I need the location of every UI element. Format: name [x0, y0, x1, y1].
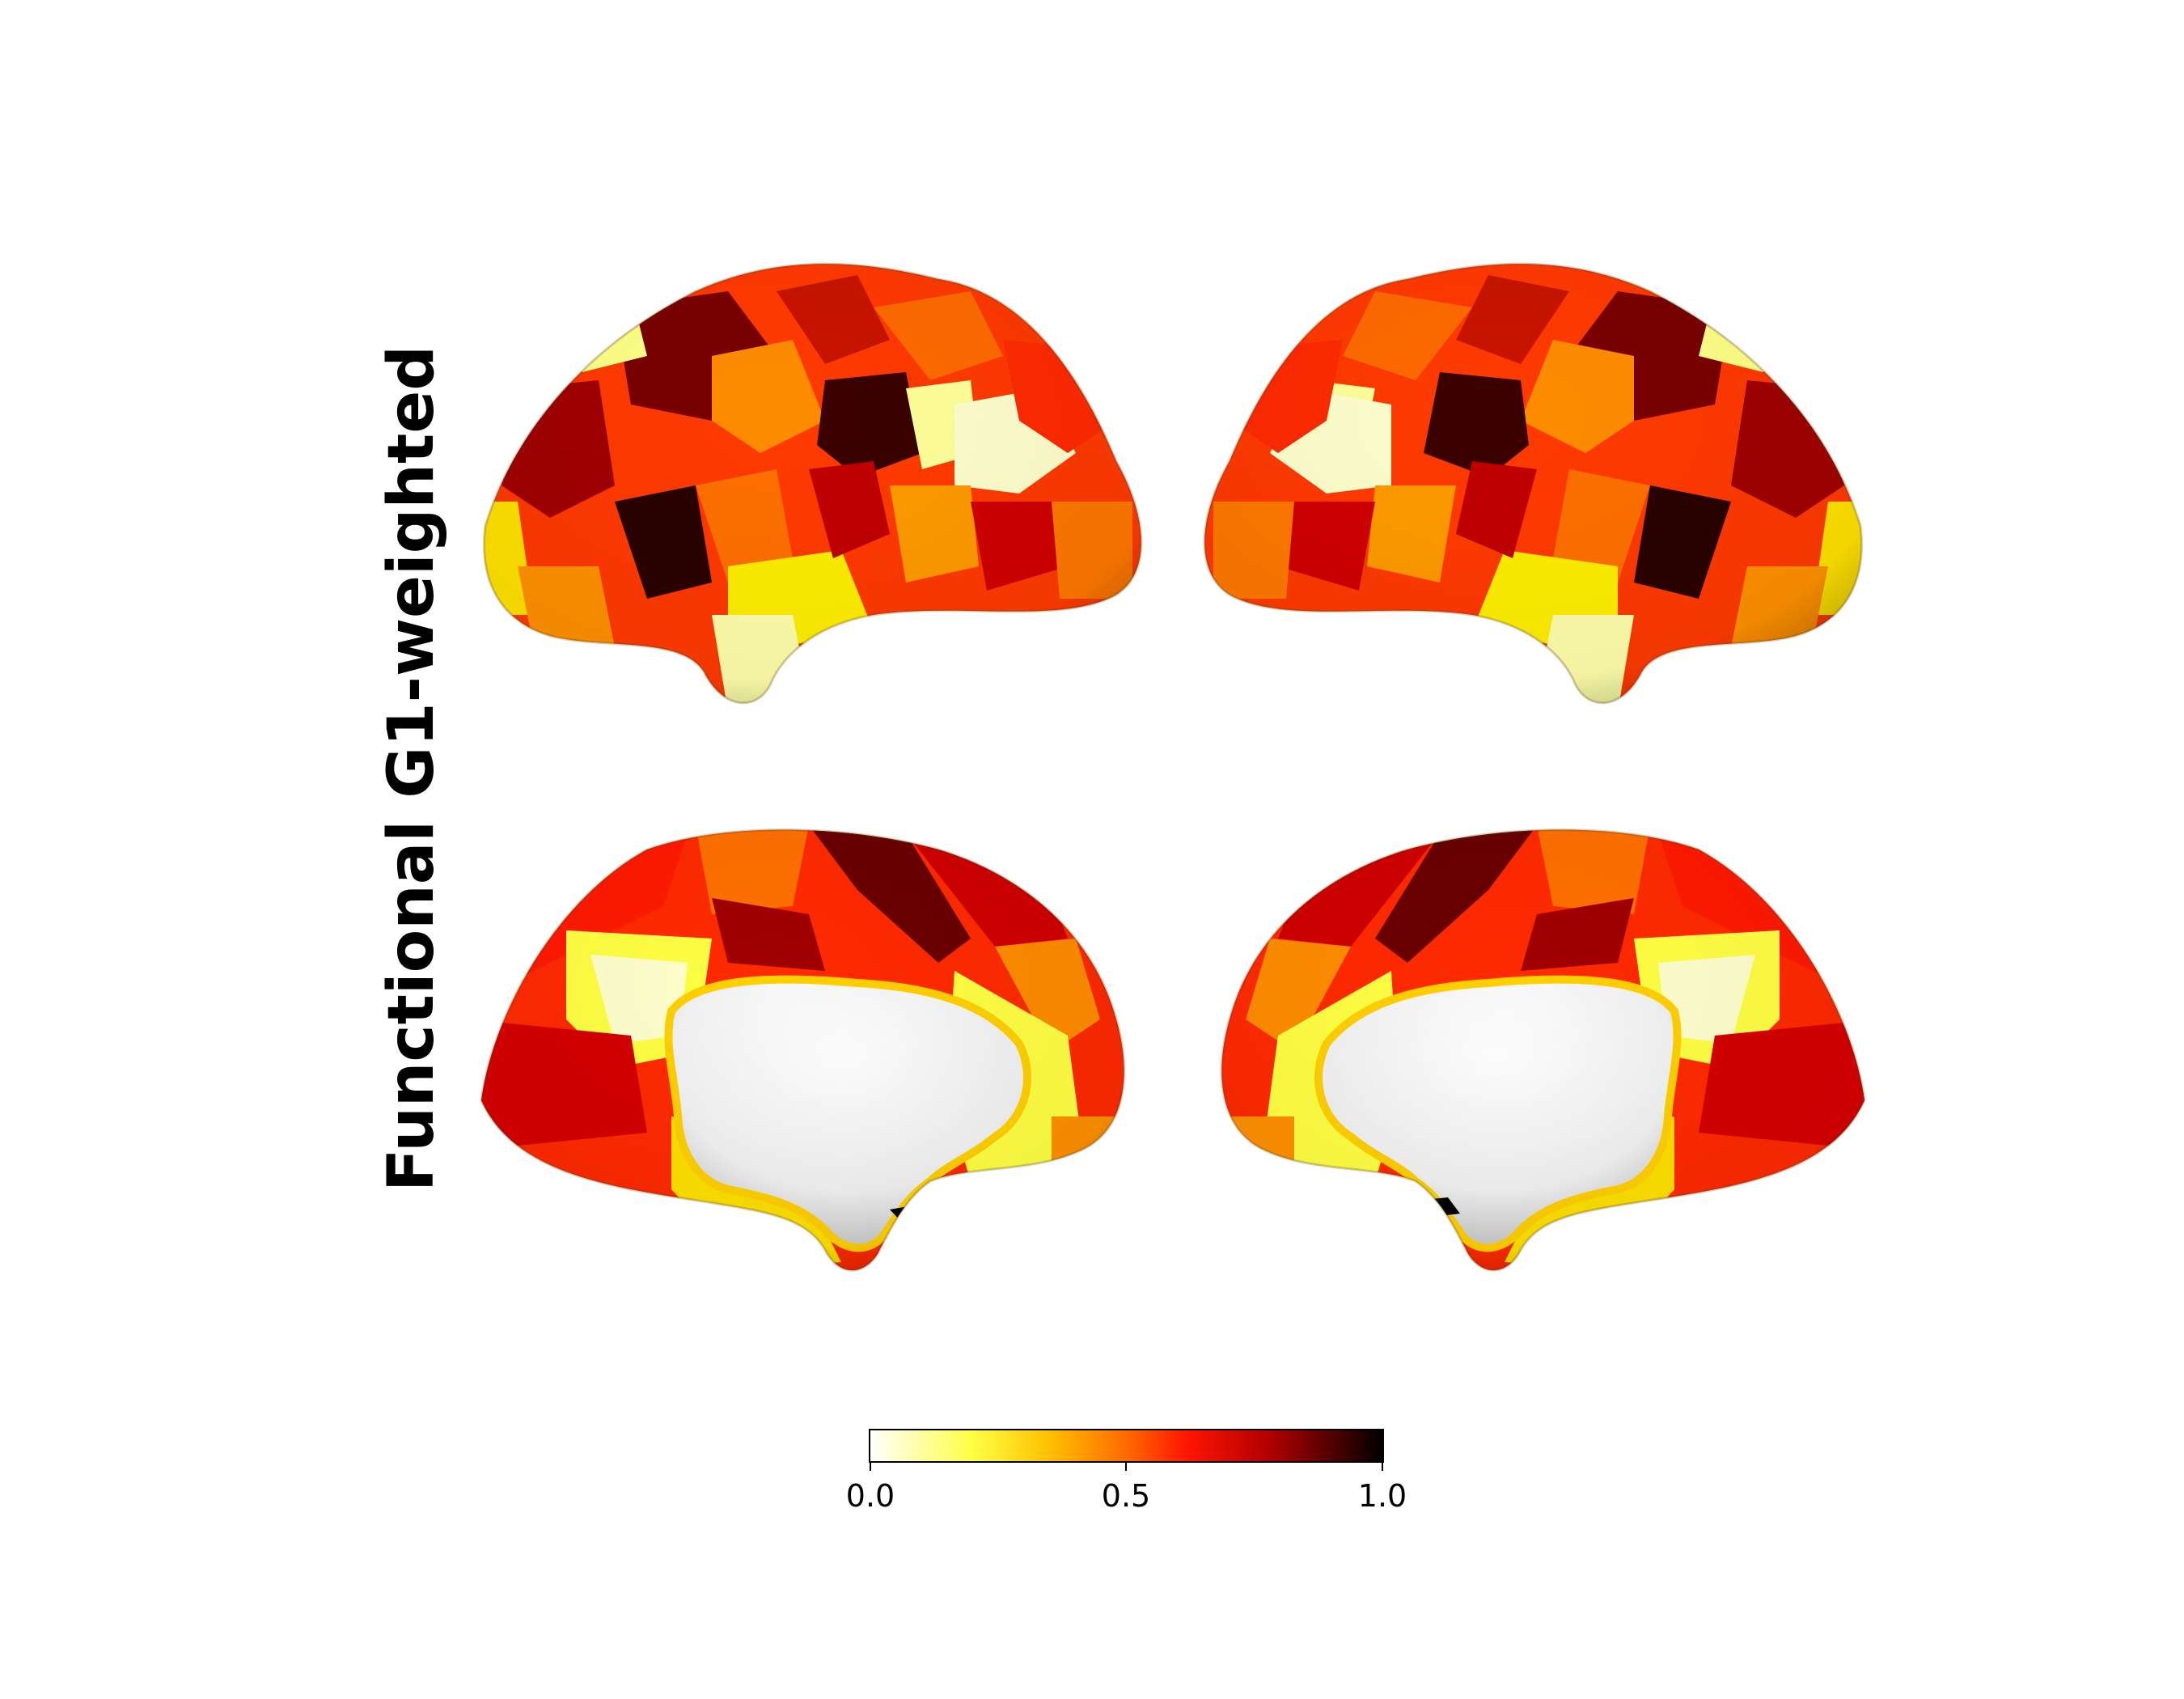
right-lateral-hemisphere: [1203, 262, 1864, 705]
colorbar-tick-label-1: 0.5: [1102, 1478, 1150, 1514]
colorbar-gradient: [869, 1429, 1384, 1463]
colorbar-tick-label-2: 1.0: [1358, 1478, 1407, 1514]
colorbar-tick-label-0: 0.0: [846, 1478, 895, 1514]
left-lateral-hemisphere: [482, 262, 1143, 705]
left-medial-hemisphere: [480, 828, 1126, 1272]
row-label: Functional G1-weighted: [375, 345, 448, 1192]
right-medial-hemisphere: [1220, 828, 1866, 1272]
colorbar: 0.0 0.5 1.0: [846, 1429, 1407, 1514]
colorbar-ticks: 0.0 0.5 1.0: [846, 1462, 1407, 1514]
